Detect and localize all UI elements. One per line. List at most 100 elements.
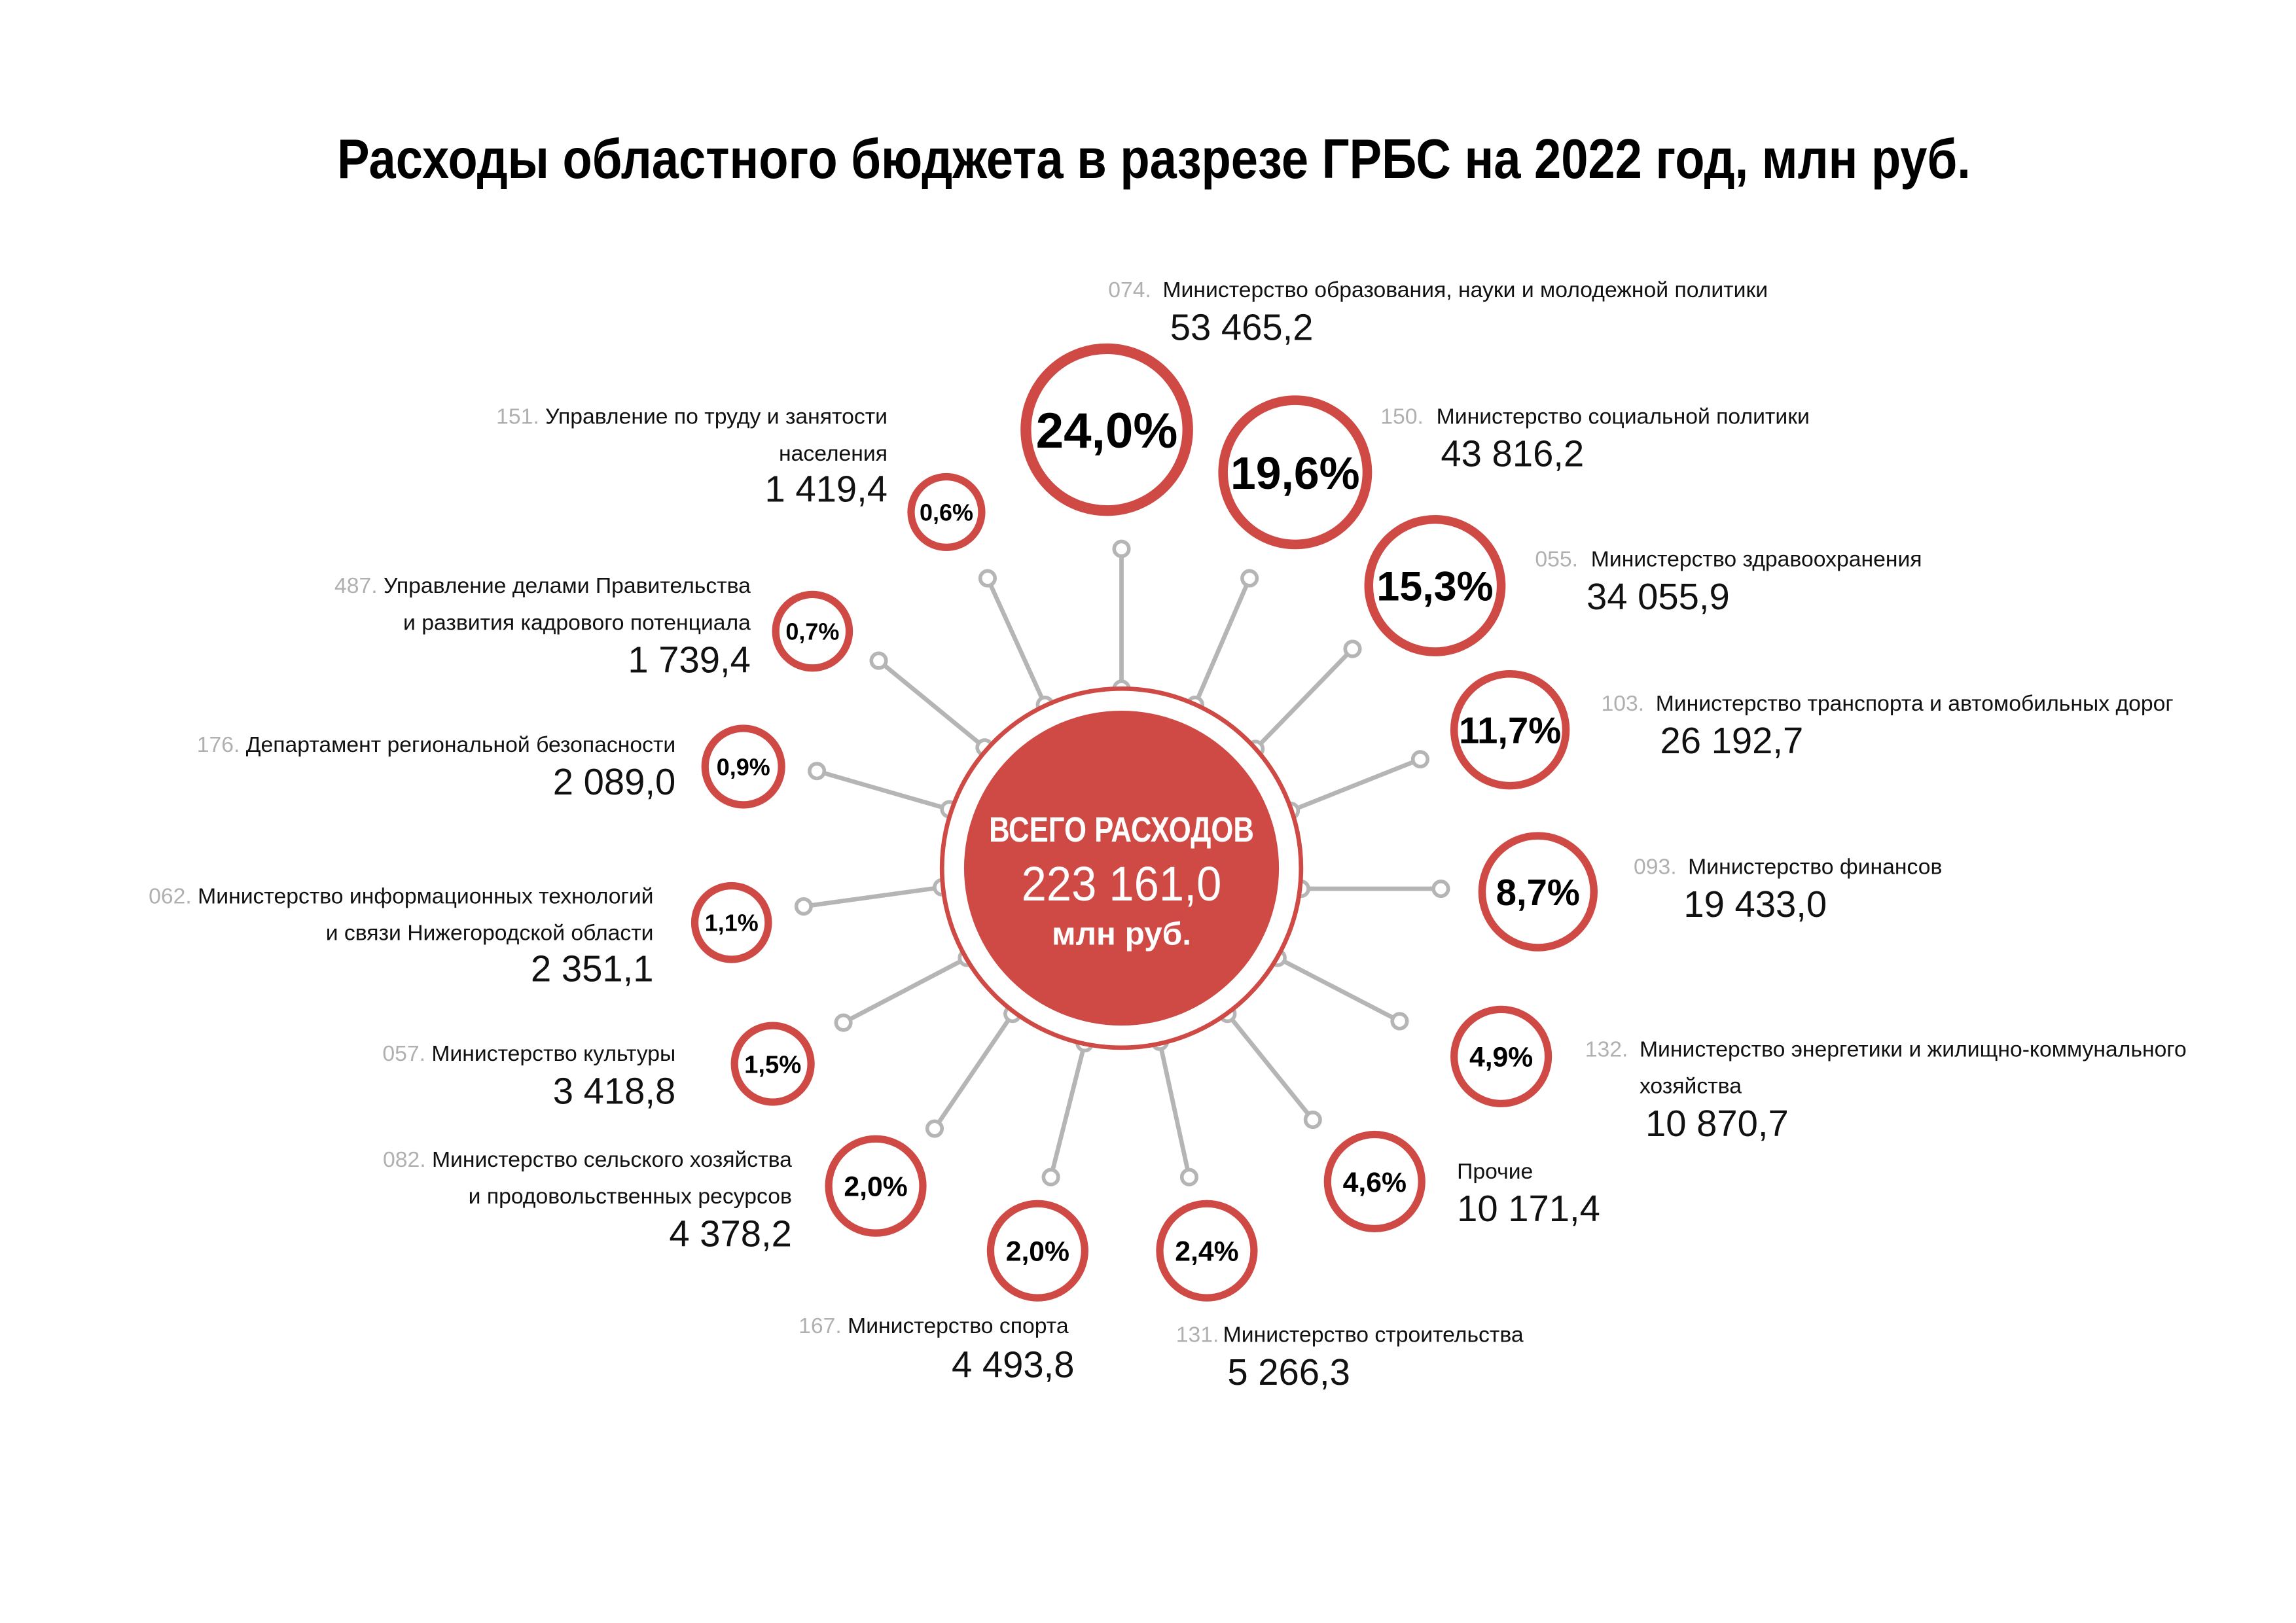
percent-bubble xyxy=(772,590,853,672)
department-code: 093. xyxy=(1634,855,1677,880)
department-name: 057. Министерство культуры xyxy=(382,1041,675,1066)
connector-line xyxy=(1289,757,1422,813)
hub-disc xyxy=(963,710,1280,1026)
connector-node xyxy=(925,1119,944,1138)
department-name: 176. Департамент региональной безопаснос… xyxy=(197,732,676,757)
connector-node xyxy=(1179,1168,1199,1186)
connector-line xyxy=(1157,1041,1192,1178)
department-name: и связи Нижегородской области xyxy=(326,921,654,946)
connector-line xyxy=(803,885,942,909)
department-item: 0,9% 176. Департамент региональной безопа… xyxy=(197,724,785,809)
department-code: 487. xyxy=(334,573,384,598)
total-hub: ВСЕГО РАСХОДОВ 223 161,0 млн руб. xyxy=(939,686,1304,1050)
department-amount: 26 192,7 xyxy=(1660,720,1803,761)
total-label: ВСЕГО РАСХОДОВ xyxy=(989,810,1254,849)
department-amount: 10 870,7 xyxy=(1645,1103,1789,1144)
connector-node xyxy=(1112,539,1131,558)
department-amount: 4 493,8 xyxy=(952,1344,1075,1385)
department-item: 0,6% 151. Управление по труду и занятости… xyxy=(496,404,986,552)
department-amount: 1 419,4 xyxy=(764,469,888,510)
department-code: 082. xyxy=(383,1147,432,1172)
department-name: Прочие xyxy=(1457,1159,1533,1184)
connector-node xyxy=(1431,879,1450,899)
connector-node xyxy=(1240,569,1259,588)
department-amount: 10 171,4 xyxy=(1457,1188,1600,1229)
department-name-text: Министерство спорта xyxy=(848,1313,1069,1338)
department-amount: 53 465,2 xyxy=(1170,306,1314,348)
department-item: 0,7% 487. Управление делами Правительства… xyxy=(334,573,853,681)
department-name: Министерство здравоохранения xyxy=(1591,547,1922,572)
department-amount: 19 433,0 xyxy=(1683,883,1827,925)
department-name-text: Министерство сельского хозяйства xyxy=(432,1147,792,1172)
connector-line xyxy=(816,768,950,812)
department-amount: 34 055,9 xyxy=(1587,576,1730,617)
department-name: 151. Управление по труду и занятости xyxy=(496,404,888,429)
percent-bubble xyxy=(1450,670,1570,790)
department-item: 2,0% 082. Министерство сельского хозяйств… xyxy=(383,1135,927,1254)
department-item: 1,1% 062. Министерство информационных тех… xyxy=(149,882,772,990)
department-amount: 4 378,2 xyxy=(669,1213,792,1254)
connector-node xyxy=(1410,750,1430,769)
department-item: 11,7% Министерство транспорта и автомобил… xyxy=(1450,670,2174,790)
department-code: 062. xyxy=(149,884,198,909)
connector-node xyxy=(1041,1168,1060,1186)
department-name: Министерство финансов xyxy=(1688,855,1942,880)
percent-bubble xyxy=(1020,343,1193,516)
department-item: 24,0% Министерство образования, науки и м… xyxy=(1020,277,1768,516)
department-code: 132. xyxy=(1585,1037,1628,1061)
connector-line xyxy=(877,658,986,749)
department-item: 1,5% 057. Министерство культуры 3 418,8 xyxy=(382,1022,815,1111)
department-amount: 43 816,2 xyxy=(1441,433,1584,474)
connector-node xyxy=(808,762,827,781)
percent-label: 1,5% xyxy=(744,1050,801,1079)
department-name: Министерство энергетики и жилищно-коммун… xyxy=(1640,1037,2187,1061)
connector-node xyxy=(1343,639,1362,658)
percent-label: 4,9% xyxy=(1469,1042,1533,1073)
percent-label: 11,7% xyxy=(1459,709,1561,751)
percent-label: 19,6% xyxy=(1230,448,1360,499)
department-amount: 2 089,0 xyxy=(553,761,676,802)
department-name: Министерство строительства xyxy=(1223,1323,1524,1347)
percent-bubble xyxy=(907,473,986,552)
department-code: 151. xyxy=(496,404,545,429)
department-item: 8,7% Министерство финансов 093.19 433,0 xyxy=(1478,832,1942,952)
connector-line xyxy=(985,577,1047,706)
percent-bubble xyxy=(1323,1130,1426,1233)
percent-label: 15,3% xyxy=(1376,564,1493,610)
department-name: 167. Министерство спорта xyxy=(798,1313,1069,1338)
total-value: 223 161,0 xyxy=(1022,857,1222,911)
department-item: 4,9% Министерство энергетики и жилищно-ко… xyxy=(1450,1005,2187,1144)
percent-label: 8,7% xyxy=(1496,872,1580,913)
department-code: 055. xyxy=(1535,547,1578,572)
percent-bubble xyxy=(701,724,785,809)
percent-label: 0,7% xyxy=(785,618,839,645)
total-unit: млн руб. xyxy=(1052,916,1191,952)
percent-bubble xyxy=(1156,1200,1258,1302)
department-code: 103. xyxy=(1602,691,1645,716)
department-amount: 5 266,3 xyxy=(1227,1351,1350,1393)
connector-node xyxy=(1303,1110,1322,1130)
connector-line xyxy=(1276,955,1401,1024)
connector-node xyxy=(1390,1012,1409,1031)
percent-bubble xyxy=(1478,832,1598,952)
department-code: 167. xyxy=(798,1313,848,1338)
percent-bubble xyxy=(691,882,772,963)
percent-label: 0,6% xyxy=(920,499,973,526)
department-name-text: Министерство информационных технологий xyxy=(198,884,653,909)
percent-bubble xyxy=(1218,395,1372,550)
department-amount: 1 739,4 xyxy=(628,639,751,681)
department-name: Министерство образования, науки и молоде… xyxy=(1162,277,1768,302)
connectors xyxy=(794,539,1450,1186)
department-code: 131. xyxy=(1176,1323,1219,1347)
connector-line xyxy=(933,1012,1014,1130)
connector-node xyxy=(834,1013,853,1032)
department-name: населения xyxy=(779,441,888,466)
percent-label: 2,4% xyxy=(1175,1236,1238,1268)
percent-bubble xyxy=(1450,1005,1552,1107)
department-name: 082. Министерство сельского хозяйства xyxy=(383,1147,792,1172)
page-title: Расходы областного бюджета в разрезе ГРБ… xyxy=(337,128,1971,190)
percent-bubble xyxy=(1364,514,1506,656)
percent-label: 1,1% xyxy=(705,910,759,936)
department-name-text: Управление по труду и занятости xyxy=(545,404,888,429)
